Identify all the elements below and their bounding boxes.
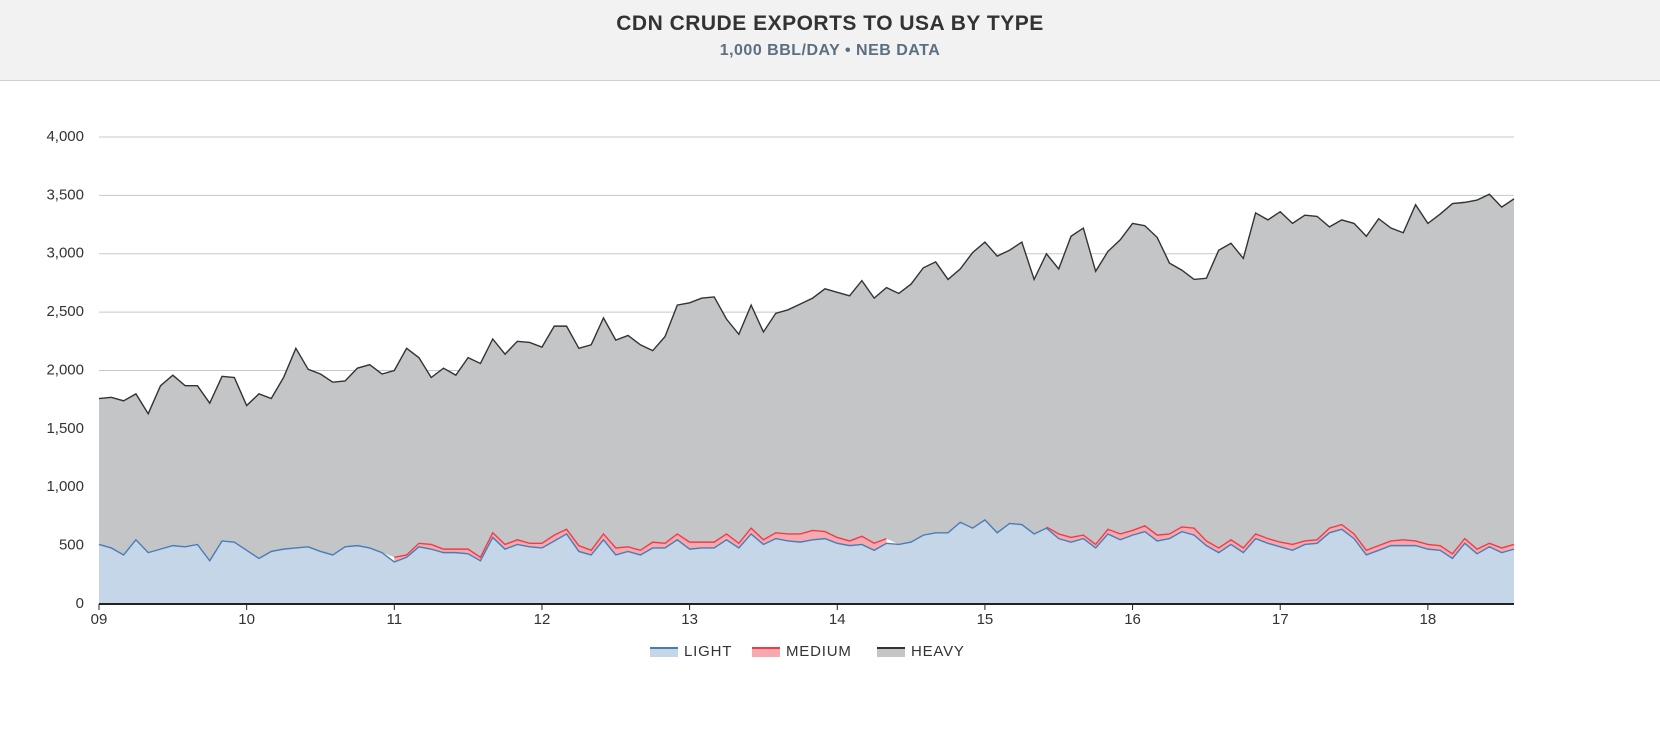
chart-title: CDN CRUDE EXPORTS TO USA BY TYPE xyxy=(616,12,1044,35)
x-tick-label: 16 xyxy=(1124,611,1141,628)
y-tick-label: 1,000 xyxy=(46,478,84,495)
y-tick-label: 1,500 xyxy=(46,420,84,437)
legend-swatch xyxy=(877,648,905,657)
y-tick-label: 3,000 xyxy=(46,245,84,262)
x-tick-label: 18 xyxy=(1420,611,1437,628)
x-tick-label: 09 xyxy=(91,611,108,628)
legend-label: LIGHT xyxy=(684,643,732,660)
x-tick-label: 10 xyxy=(238,611,255,628)
legend-label: HEAVY xyxy=(911,643,965,660)
legend-swatch xyxy=(650,648,678,657)
x-tick-label: 15 xyxy=(977,611,994,628)
header: CDN CRUDE EXPORTS TO USA BY TYPE 1,000 B… xyxy=(0,0,1660,81)
series-line xyxy=(98,519,1515,563)
series-line xyxy=(394,523,1515,559)
y-tick-label: 2,500 xyxy=(46,303,84,320)
chart-subtitle: 1,000 BBL/DAY • NEB DATA xyxy=(719,42,941,59)
x-tick-label: 14 xyxy=(829,611,846,628)
area xyxy=(99,194,1514,561)
series-line xyxy=(98,193,1515,416)
x-tick-label: 13 xyxy=(681,611,698,628)
y-tick-label: 0 xyxy=(76,595,84,612)
y-tick-label: 3,500 xyxy=(46,186,84,203)
x-tick-label: 12 xyxy=(534,611,551,628)
x-tick-label: 11 xyxy=(387,611,403,628)
y-tick-label: 2,000 xyxy=(46,361,84,378)
y-tick-label: 500 xyxy=(59,537,84,554)
legend-swatch xyxy=(752,648,780,657)
legend-label: MEDIUM xyxy=(786,643,852,660)
x-tick-label: 17 xyxy=(1272,611,1289,628)
y-tick-label: 4,000 xyxy=(46,128,84,145)
